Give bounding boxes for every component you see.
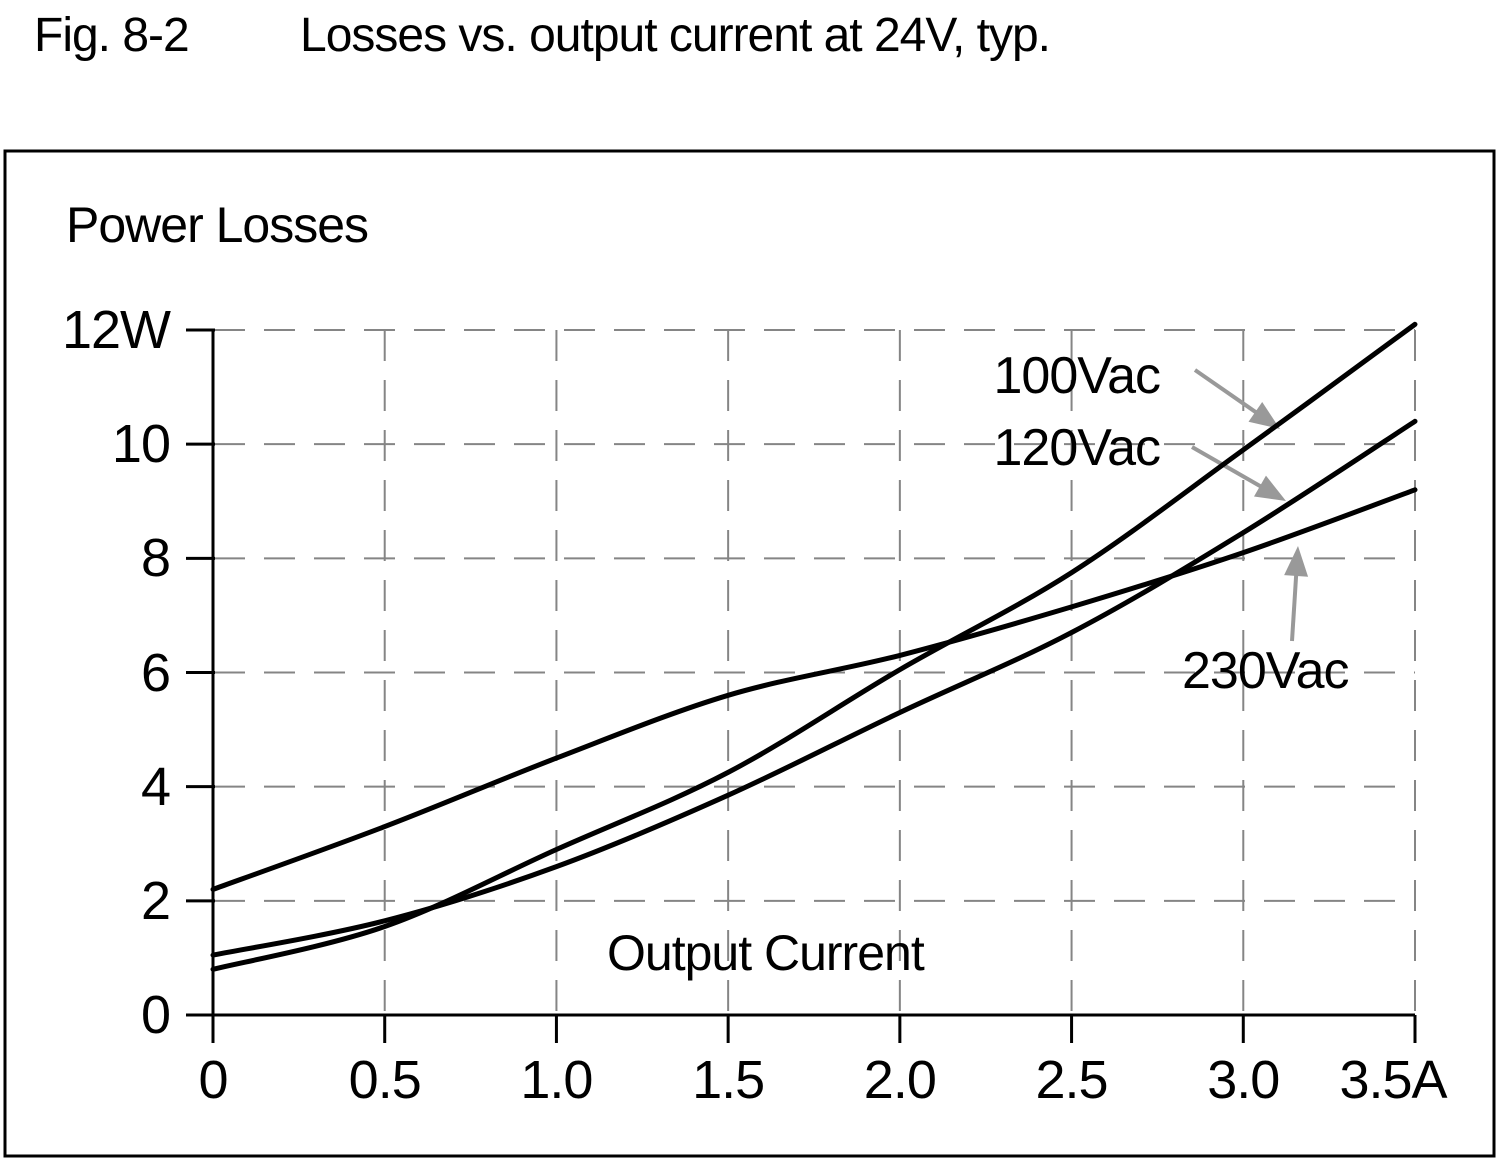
x-tick-label: 0.5 xyxy=(348,1050,422,1110)
x-tick-label: 3.0 xyxy=(1207,1050,1280,1110)
arrow-100vac-shaft xyxy=(1193,368,1264,419)
curve-230vac xyxy=(210,487,1418,892)
arrow-120vac-shaft xyxy=(1191,445,1268,492)
y-tick-label: 6 xyxy=(140,642,171,703)
arrow-230vac-head xyxy=(1284,546,1309,577)
chart-title: Losses vs. output current at 24V, typ. xyxy=(300,9,1051,62)
plot-frame xyxy=(3,149,1496,1158)
x-tick-label: 1.0 xyxy=(520,1050,593,1110)
arrow-120vac-head xyxy=(1254,475,1286,501)
y-tick-label: 8 xyxy=(140,528,171,589)
y-axis-title: Power Losses xyxy=(66,197,369,253)
y-tick-label: 0 xyxy=(140,985,171,1045)
x-tick-label: 2.0 xyxy=(863,1050,937,1110)
annotation-100vac: 100Vac xyxy=(993,347,1161,405)
y-tick-label: 4 xyxy=(140,756,171,817)
y-tick-label: 10 xyxy=(111,414,171,475)
x-tick-label: 2.5 xyxy=(1035,1050,1109,1110)
x-tick-label: 3.5A xyxy=(1339,1050,1447,1110)
y-tick-label: 12W xyxy=(61,300,171,360)
annotation-120vac: 120Vac xyxy=(993,419,1161,477)
x-axis-title: Output Current xyxy=(607,925,925,981)
arrow-100vac-head xyxy=(1248,402,1280,429)
figure-number: Fig. 8-2 xyxy=(34,9,190,62)
x-tick-label: 1.5 xyxy=(692,1050,765,1110)
y-tick-label: 2 xyxy=(140,870,171,931)
arrow-230vac-shaft xyxy=(1290,567,1299,642)
x-tick-label: 0 xyxy=(198,1050,228,1110)
annotation-230vac: 230Vac xyxy=(1182,642,1350,700)
curve-120vac xyxy=(210,418,1418,958)
